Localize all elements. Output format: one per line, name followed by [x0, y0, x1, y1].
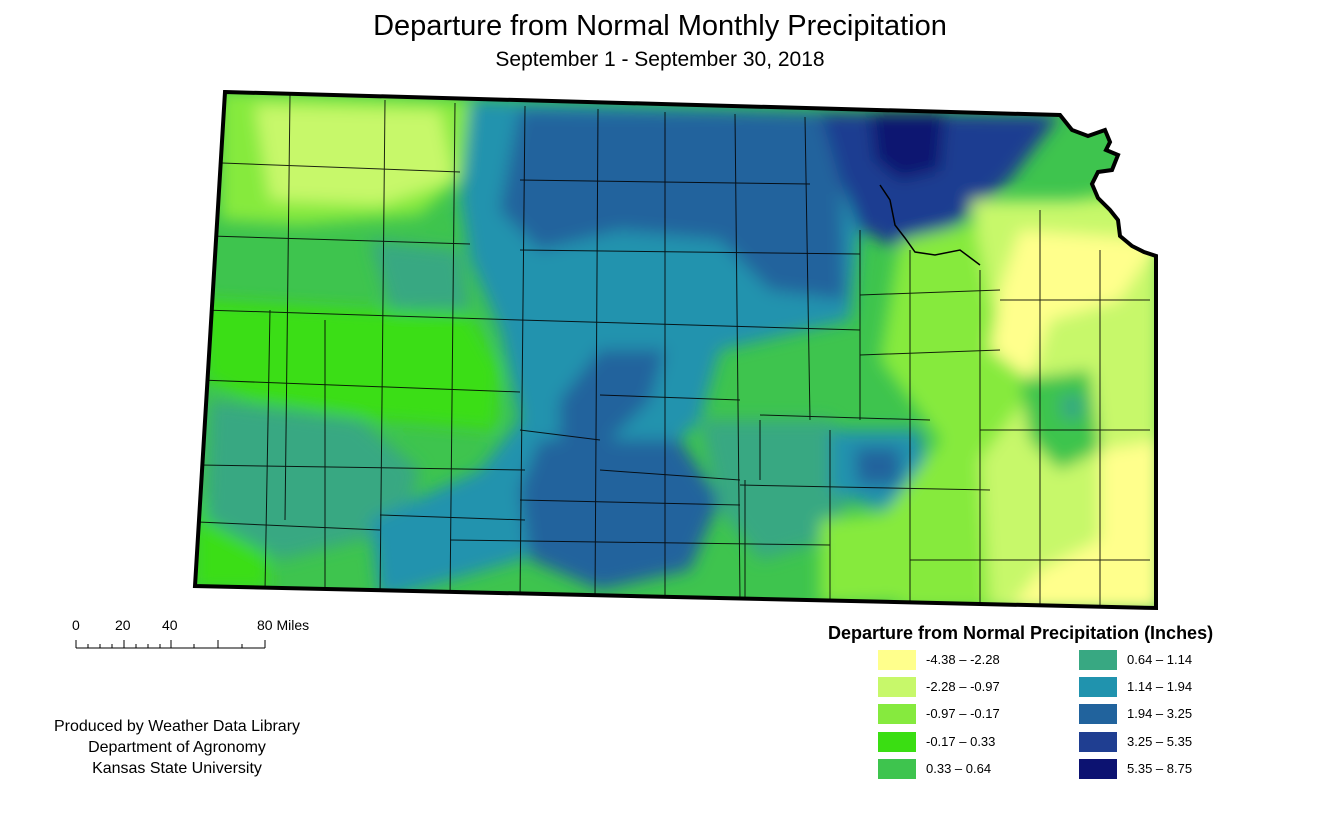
legend-swatch	[878, 704, 916, 724]
legend-swatch	[1079, 704, 1117, 724]
zone-west-central	[200, 300, 500, 430]
zone-ne-dry	[990, 230, 1156, 380]
legend-swatch	[1079, 650, 1117, 670]
zone-nw-lower	[255, 105, 455, 205]
legend-label: 5.35 – 8.75	[1127, 761, 1193, 776]
legend-title: Departure from Normal Precipitation (Inc…	[828, 623, 1214, 643]
legend-swatch	[1079, 732, 1117, 752]
zone-south-dark	[520, 440, 720, 590]
scale-tick-80-miles: 80 Miles	[257, 617, 310, 633]
kansas-river	[879, 184, 981, 266]
zone-max	[870, 112, 945, 180]
zone-sc-dark	[855, 448, 900, 485]
legend-label: 0.33 – 0.64	[926, 761, 992, 776]
legend-swatch	[878, 677, 916, 697]
legend-swatch	[878, 732, 916, 752]
legend-label: 0.64 – 1.14	[1127, 652, 1193, 667]
credit-line-3: Kansas State University	[92, 760, 262, 777]
map-subtitle: September 1 - September 30, 2018	[495, 48, 825, 71]
legend-swatch	[878, 759, 916, 779]
credit-line-1: Produced by Weather Data Library	[53, 718, 301, 735]
precipitation-zones	[195, 92, 1156, 608]
map-title: Departure from Normal Monthly Precipitat…	[373, 10, 947, 42]
scale-tick-40: 40	[162, 617, 178, 633]
credits: Produced by Weather Data Library Departm…	[22, 716, 332, 779]
zone-se-dry	[1010, 440, 1156, 608]
legend-label: -0.17 – 0.33	[926, 734, 996, 749]
zone-east-spot	[1060, 395, 1085, 420]
county-boundaries	[197, 94, 1150, 608]
legend-label: 1.14 – 1.94	[1127, 679, 1193, 694]
legend-label: -0.97 – -0.17	[926, 706, 1000, 721]
legend-label: -4.38 – -2.28	[926, 652, 1000, 667]
legend-swatch	[1079, 677, 1117, 697]
scale-tick-0: 0	[72, 617, 80, 633]
scale-bar-graphic	[75, 640, 266, 649]
legend-label: -2.28 – -0.97	[926, 679, 1000, 694]
legend-label: 1.94 – 3.25	[1127, 706, 1193, 721]
zone-west-green	[370, 240, 470, 310]
legend-swatch	[878, 650, 916, 670]
legend-label: 3.25 – 5.35	[1127, 734, 1193, 749]
credit-line-2: Department of Agronomy	[88, 739, 266, 756]
state-outline	[192, 89, 1158, 611]
legend-swatch	[1079, 759, 1117, 779]
zone-sw-mid	[205, 400, 420, 560]
scale-tick-20: 20	[115, 617, 131, 633]
